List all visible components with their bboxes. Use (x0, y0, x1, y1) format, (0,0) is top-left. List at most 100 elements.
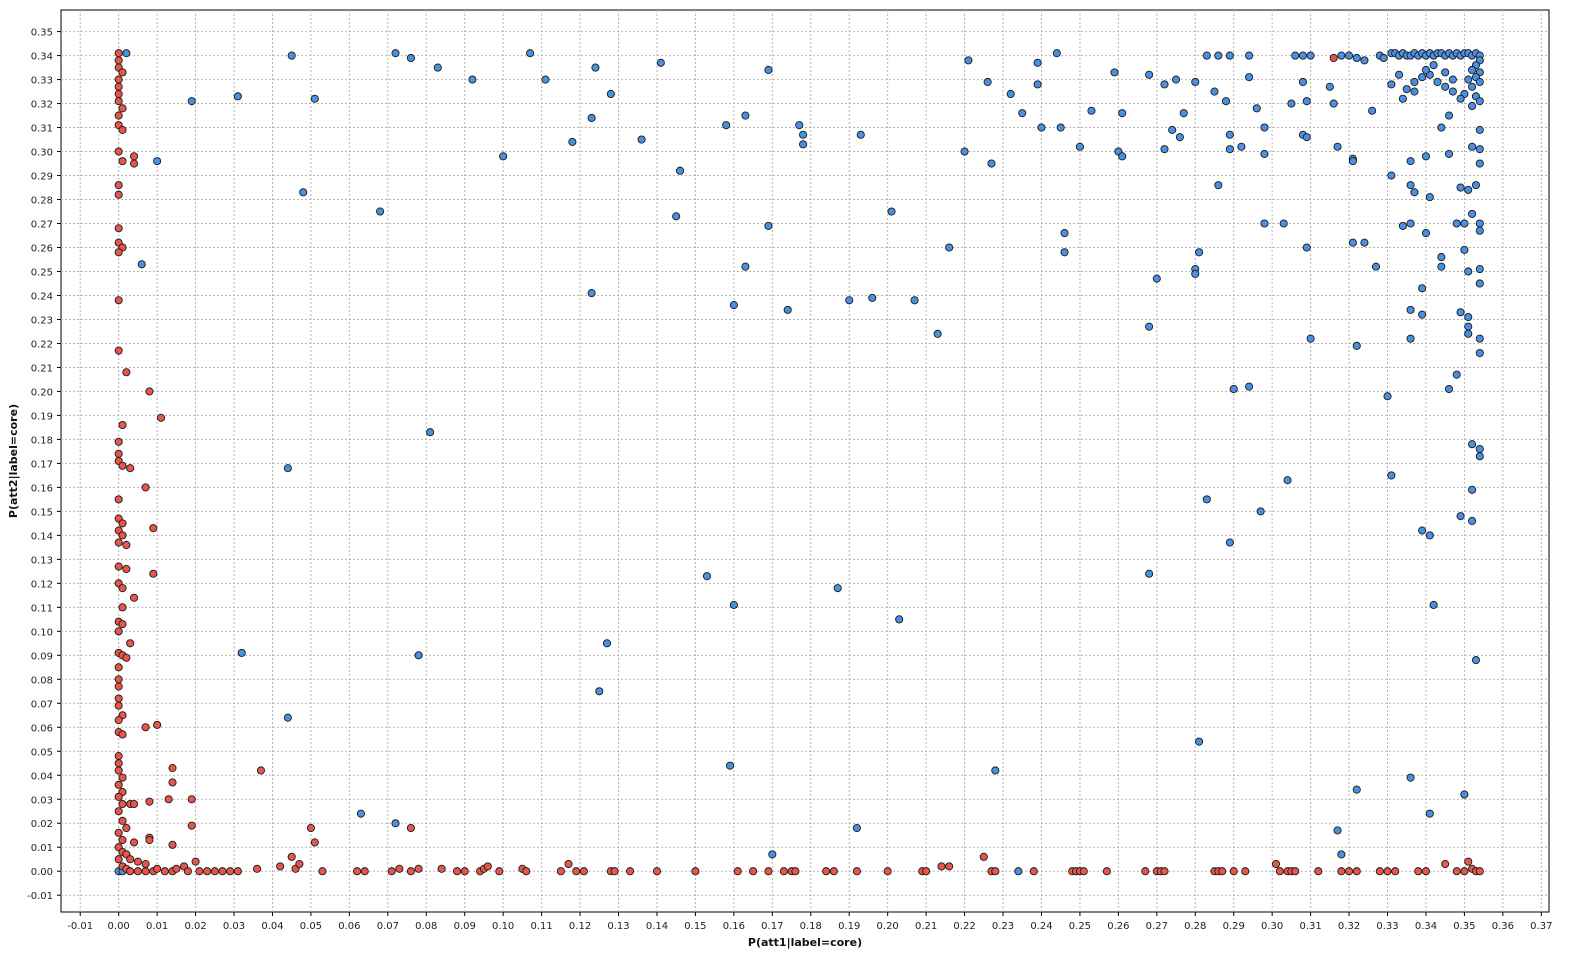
data-point (1464, 329, 1473, 338)
data-point (910, 296, 919, 305)
x-tick-label: 0.02 (184, 921, 206, 932)
x-tick-label: 0.14 (646, 921, 668, 932)
data-point (1475, 97, 1484, 106)
x-tick-label: 0.30 (1261, 921, 1283, 932)
data-point (1345, 51, 1354, 60)
data-point (1410, 87, 1419, 96)
data-point (287, 51, 296, 60)
data-point (1448, 87, 1457, 96)
x-tick-label: 0.31 (1299, 921, 1321, 932)
data-point (1460, 219, 1469, 228)
data-point (1352, 53, 1361, 63)
data-point (987, 159, 996, 168)
data-point (1060, 229, 1069, 238)
x-tick-label: 0.05 (300, 921, 322, 932)
data-point (168, 840, 177, 849)
data-point (1464, 857, 1473, 866)
data-point (1225, 145, 1234, 154)
data-point (122, 368, 131, 377)
data-point (1037, 123, 1046, 132)
data-point (114, 675, 123, 684)
data-point (114, 807, 123, 816)
data-point (149, 524, 158, 533)
data-point (141, 483, 150, 492)
data-point (887, 207, 896, 216)
y-tick-label: 0.03 (31, 795, 53, 806)
data-point (675, 166, 685, 175)
x-tick-label: 0.07 (377, 921, 399, 932)
data-point (1475, 226, 1484, 235)
data-point (114, 694, 123, 703)
data-point (799, 140, 808, 149)
data-point (1371, 262, 1381, 271)
data-point (1052, 49, 1061, 58)
data-point (652, 867, 662, 876)
data-point (118, 730, 127, 739)
y-tick-label: 0.34 (31, 52, 53, 63)
data-point (118, 773, 127, 782)
data-point (130, 838, 139, 847)
data-point (1006, 89, 1015, 99)
data-point (126, 464, 135, 473)
data-point (1191, 269, 1200, 278)
data-point (1433, 77, 1442, 87)
y-tick-label: 0.02 (31, 819, 53, 830)
data-point (283, 464, 292, 473)
data-point (979, 852, 988, 861)
data-point (741, 262, 750, 271)
data-point (114, 538, 123, 547)
data-point (433, 63, 442, 72)
data-point (1452, 219, 1461, 228)
data-point (218, 867, 227, 876)
data-point (829, 867, 838, 876)
x-tick-label: 0.10 (492, 921, 514, 932)
data-point (114, 82, 123, 91)
y-tick-label: 0.24 (31, 291, 53, 302)
data-point (356, 809, 365, 818)
data-point (779, 867, 788, 876)
data-point (114, 437, 123, 446)
data-point (183, 867, 192, 876)
data-point (122, 540, 131, 550)
data-point (541, 75, 550, 84)
data-point (1333, 826, 1342, 835)
data-point (1079, 867, 1088, 876)
data-point (226, 867, 235, 876)
data-point (114, 190, 123, 199)
y-tick-label: 0.27 (31, 220, 53, 231)
data-point (1468, 209, 1477, 218)
data-point (672, 212, 681, 221)
y-tick-label: 0.13 (31, 555, 53, 566)
data-point (1406, 773, 1415, 782)
data-point (114, 296, 123, 305)
data-point (114, 449, 123, 458)
data-point (1421, 229, 1431, 238)
data-point (768, 850, 777, 859)
data-point (203, 867, 212, 876)
data-point (395, 864, 404, 873)
data-point (141, 859, 150, 869)
data-point (114, 224, 123, 233)
data-point (1418, 73, 1427, 82)
data-point (579, 867, 588, 876)
data-point (1110, 68, 1119, 77)
data-point (656, 58, 665, 67)
data-point (1394, 70, 1404, 79)
x-tick-label: 0.32 (1338, 921, 1360, 932)
data-point (126, 855, 135, 864)
y-tick-label: 0.01 (31, 843, 53, 854)
data-point (922, 867, 931, 876)
data-point (799, 130, 808, 139)
data-point (1210, 87, 1219, 96)
y-tick-label: 0.10 (31, 627, 53, 638)
data-point (191, 857, 200, 866)
data-point (118, 816, 127, 825)
data-point (406, 53, 415, 63)
data-point (1202, 495, 1211, 504)
data-point (1387, 171, 1396, 180)
data-point (1418, 284, 1427, 293)
data-point (1468, 65, 1477, 75)
data-point (1260, 219, 1269, 228)
data-point (522, 867, 531, 876)
x-tick-label: 0.23 (992, 921, 1014, 932)
